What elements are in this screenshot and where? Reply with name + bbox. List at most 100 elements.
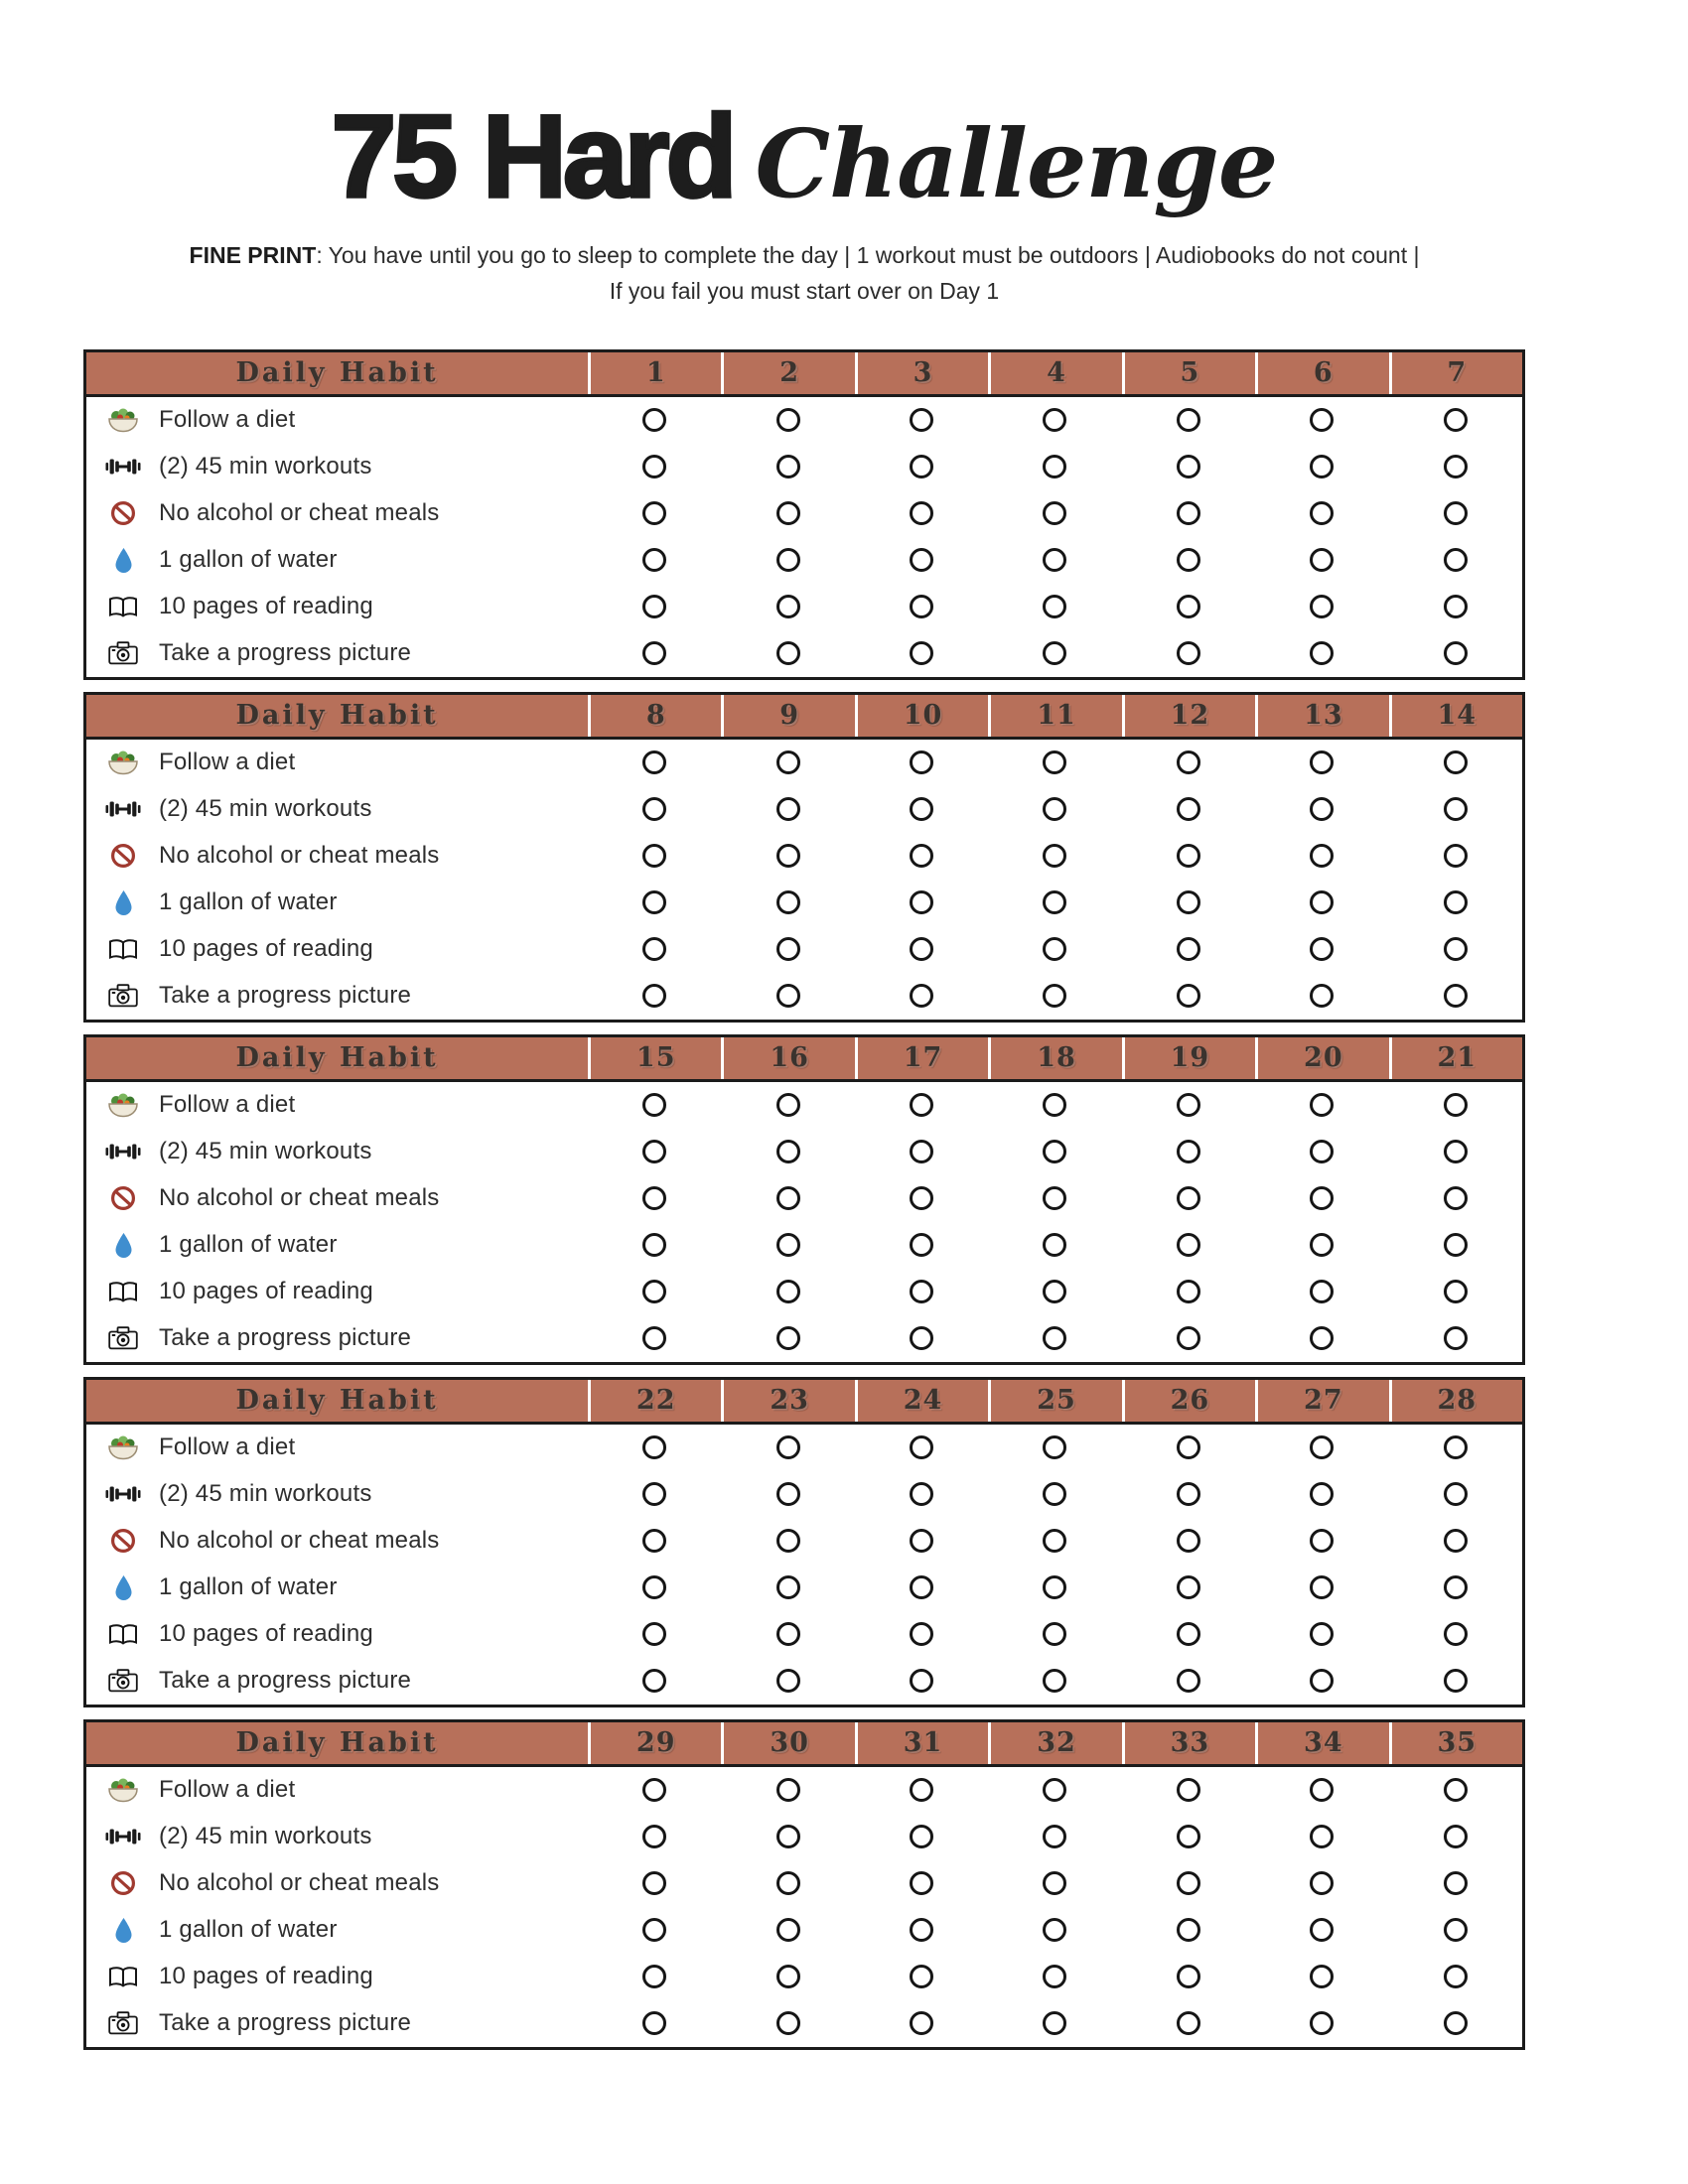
- checkbox-circle[interactable]: [1443, 2011, 1468, 2036]
- checkbox-circle[interactable]: [642, 455, 667, 479]
- checkbox-circle[interactable]: [642, 548, 667, 573]
- checkbox-circle[interactable]: [775, 1918, 800, 1943]
- checkbox-circle[interactable]: [910, 937, 934, 962]
- checkbox-circle[interactable]: [1043, 408, 1067, 433]
- checkbox-circle[interactable]: [1043, 797, 1067, 822]
- checkbox-circle[interactable]: [1443, 1233, 1468, 1258]
- checkbox-circle[interactable]: [642, 844, 667, 869]
- checkbox-circle[interactable]: [1443, 1482, 1468, 1507]
- checkbox-circle[interactable]: [1443, 1778, 1468, 1803]
- checkbox-circle[interactable]: [642, 1093, 667, 1118]
- checkbox-circle[interactable]: [1443, 1326, 1468, 1351]
- checkbox-circle[interactable]: [642, 937, 667, 962]
- checkbox-circle[interactable]: [1443, 1622, 1468, 1647]
- checkbox-circle[interactable]: [1443, 641, 1468, 666]
- checkbox-circle[interactable]: [1176, 595, 1200, 619]
- checkbox-circle[interactable]: [1176, 1233, 1200, 1258]
- checkbox-circle[interactable]: [642, 1529, 667, 1554]
- checkbox-circle[interactable]: [642, 1965, 667, 1989]
- checkbox-circle[interactable]: [910, 1965, 934, 1989]
- checkbox-circle[interactable]: [1043, 501, 1067, 526]
- checkbox-circle[interactable]: [1443, 1871, 1468, 1896]
- checkbox-circle[interactable]: [775, 1093, 800, 1118]
- checkbox-circle[interactable]: [1043, 1326, 1067, 1351]
- checkbox-circle[interactable]: [1176, 1871, 1200, 1896]
- checkbox-circle[interactable]: [910, 641, 934, 666]
- checkbox-circle[interactable]: [1443, 1575, 1468, 1600]
- checkbox-circle[interactable]: [642, 2011, 667, 2036]
- checkbox-circle[interactable]: [910, 1669, 934, 1694]
- checkbox-circle[interactable]: [1310, 548, 1335, 573]
- checkbox-circle[interactable]: [775, 844, 800, 869]
- checkbox-circle[interactable]: [775, 984, 800, 1009]
- checkbox-circle[interactable]: [1443, 751, 1468, 775]
- checkbox-circle[interactable]: [642, 984, 667, 1009]
- checkbox-circle[interactable]: [1310, 797, 1335, 822]
- checkbox-circle[interactable]: [1043, 455, 1067, 479]
- checkbox-circle[interactable]: [910, 890, 934, 915]
- checkbox-circle[interactable]: [1310, 1435, 1335, 1460]
- checkbox-circle[interactable]: [642, 1575, 667, 1600]
- checkbox-circle[interactable]: [1310, 1575, 1335, 1600]
- checkbox-circle[interactable]: [775, 751, 800, 775]
- checkbox-circle[interactable]: [775, 1965, 800, 1989]
- checkbox-circle[interactable]: [910, 1622, 934, 1647]
- checkbox-circle[interactable]: [1310, 1669, 1335, 1694]
- checkbox-circle[interactable]: [1176, 1482, 1200, 1507]
- checkbox-circle[interactable]: [775, 1825, 800, 1849]
- checkbox-circle[interactable]: [1310, 1186, 1335, 1211]
- checkbox-circle[interactable]: [1176, 1280, 1200, 1304]
- checkbox-circle[interactable]: [775, 1435, 800, 1460]
- checkbox-circle[interactable]: [1176, 1918, 1200, 1943]
- checkbox-circle[interactable]: [910, 844, 934, 869]
- checkbox-circle[interactable]: [642, 408, 667, 433]
- checkbox-circle[interactable]: [1310, 1140, 1335, 1164]
- checkbox-circle[interactable]: [1443, 548, 1468, 573]
- checkbox-circle[interactable]: [1043, 1435, 1067, 1460]
- checkbox-circle[interactable]: [910, 501, 934, 526]
- checkbox-circle[interactable]: [1310, 1622, 1335, 1647]
- checkbox-circle[interactable]: [1310, 408, 1335, 433]
- checkbox-circle[interactable]: [642, 641, 667, 666]
- checkbox-circle[interactable]: [910, 1825, 934, 1849]
- checkbox-circle[interactable]: [642, 1140, 667, 1164]
- checkbox-circle[interactable]: [1443, 1280, 1468, 1304]
- checkbox-circle[interactable]: [1443, 455, 1468, 479]
- checkbox-circle[interactable]: [775, 408, 800, 433]
- checkbox-circle[interactable]: [775, 1622, 800, 1647]
- checkbox-circle[interactable]: [910, 797, 934, 822]
- checkbox-circle[interactable]: [1176, 797, 1200, 822]
- checkbox-circle[interactable]: [642, 501, 667, 526]
- checkbox-circle[interactable]: [1310, 1280, 1335, 1304]
- checkbox-circle[interactable]: [1043, 1778, 1067, 1803]
- checkbox-circle[interactable]: [1176, 1965, 1200, 1989]
- checkbox-circle[interactable]: [1310, 937, 1335, 962]
- checkbox-circle[interactable]: [1043, 1529, 1067, 1554]
- checkbox-circle[interactable]: [1176, 890, 1200, 915]
- checkbox-circle[interactable]: [1176, 2011, 1200, 2036]
- checkbox-circle[interactable]: [1176, 1529, 1200, 1554]
- checkbox-circle[interactable]: [1176, 1778, 1200, 1803]
- checkbox-circle[interactable]: [1443, 1825, 1468, 1849]
- checkbox-circle[interactable]: [1176, 455, 1200, 479]
- checkbox-circle[interactable]: [1176, 751, 1200, 775]
- checkbox-circle[interactable]: [642, 1186, 667, 1211]
- checkbox-circle[interactable]: [1443, 984, 1468, 1009]
- checkbox-circle[interactable]: [775, 1778, 800, 1803]
- checkbox-circle[interactable]: [775, 1186, 800, 1211]
- checkbox-circle[interactable]: [1443, 1965, 1468, 1989]
- checkbox-circle[interactable]: [1443, 1918, 1468, 1943]
- checkbox-circle[interactable]: [1176, 408, 1200, 433]
- checkbox-circle[interactable]: [1176, 984, 1200, 1009]
- checkbox-circle[interactable]: [1176, 548, 1200, 573]
- checkbox-circle[interactable]: [1176, 1622, 1200, 1647]
- checkbox-circle[interactable]: [910, 548, 934, 573]
- checkbox-circle[interactable]: [1043, 751, 1067, 775]
- checkbox-circle[interactable]: [1043, 1622, 1067, 1647]
- checkbox-circle[interactable]: [642, 890, 667, 915]
- checkbox-circle[interactable]: [1310, 455, 1335, 479]
- checkbox-circle[interactable]: [1176, 1326, 1200, 1351]
- checkbox-circle[interactable]: [910, 1140, 934, 1164]
- checkbox-circle[interactable]: [1176, 1186, 1200, 1211]
- checkbox-circle[interactable]: [642, 1482, 667, 1507]
